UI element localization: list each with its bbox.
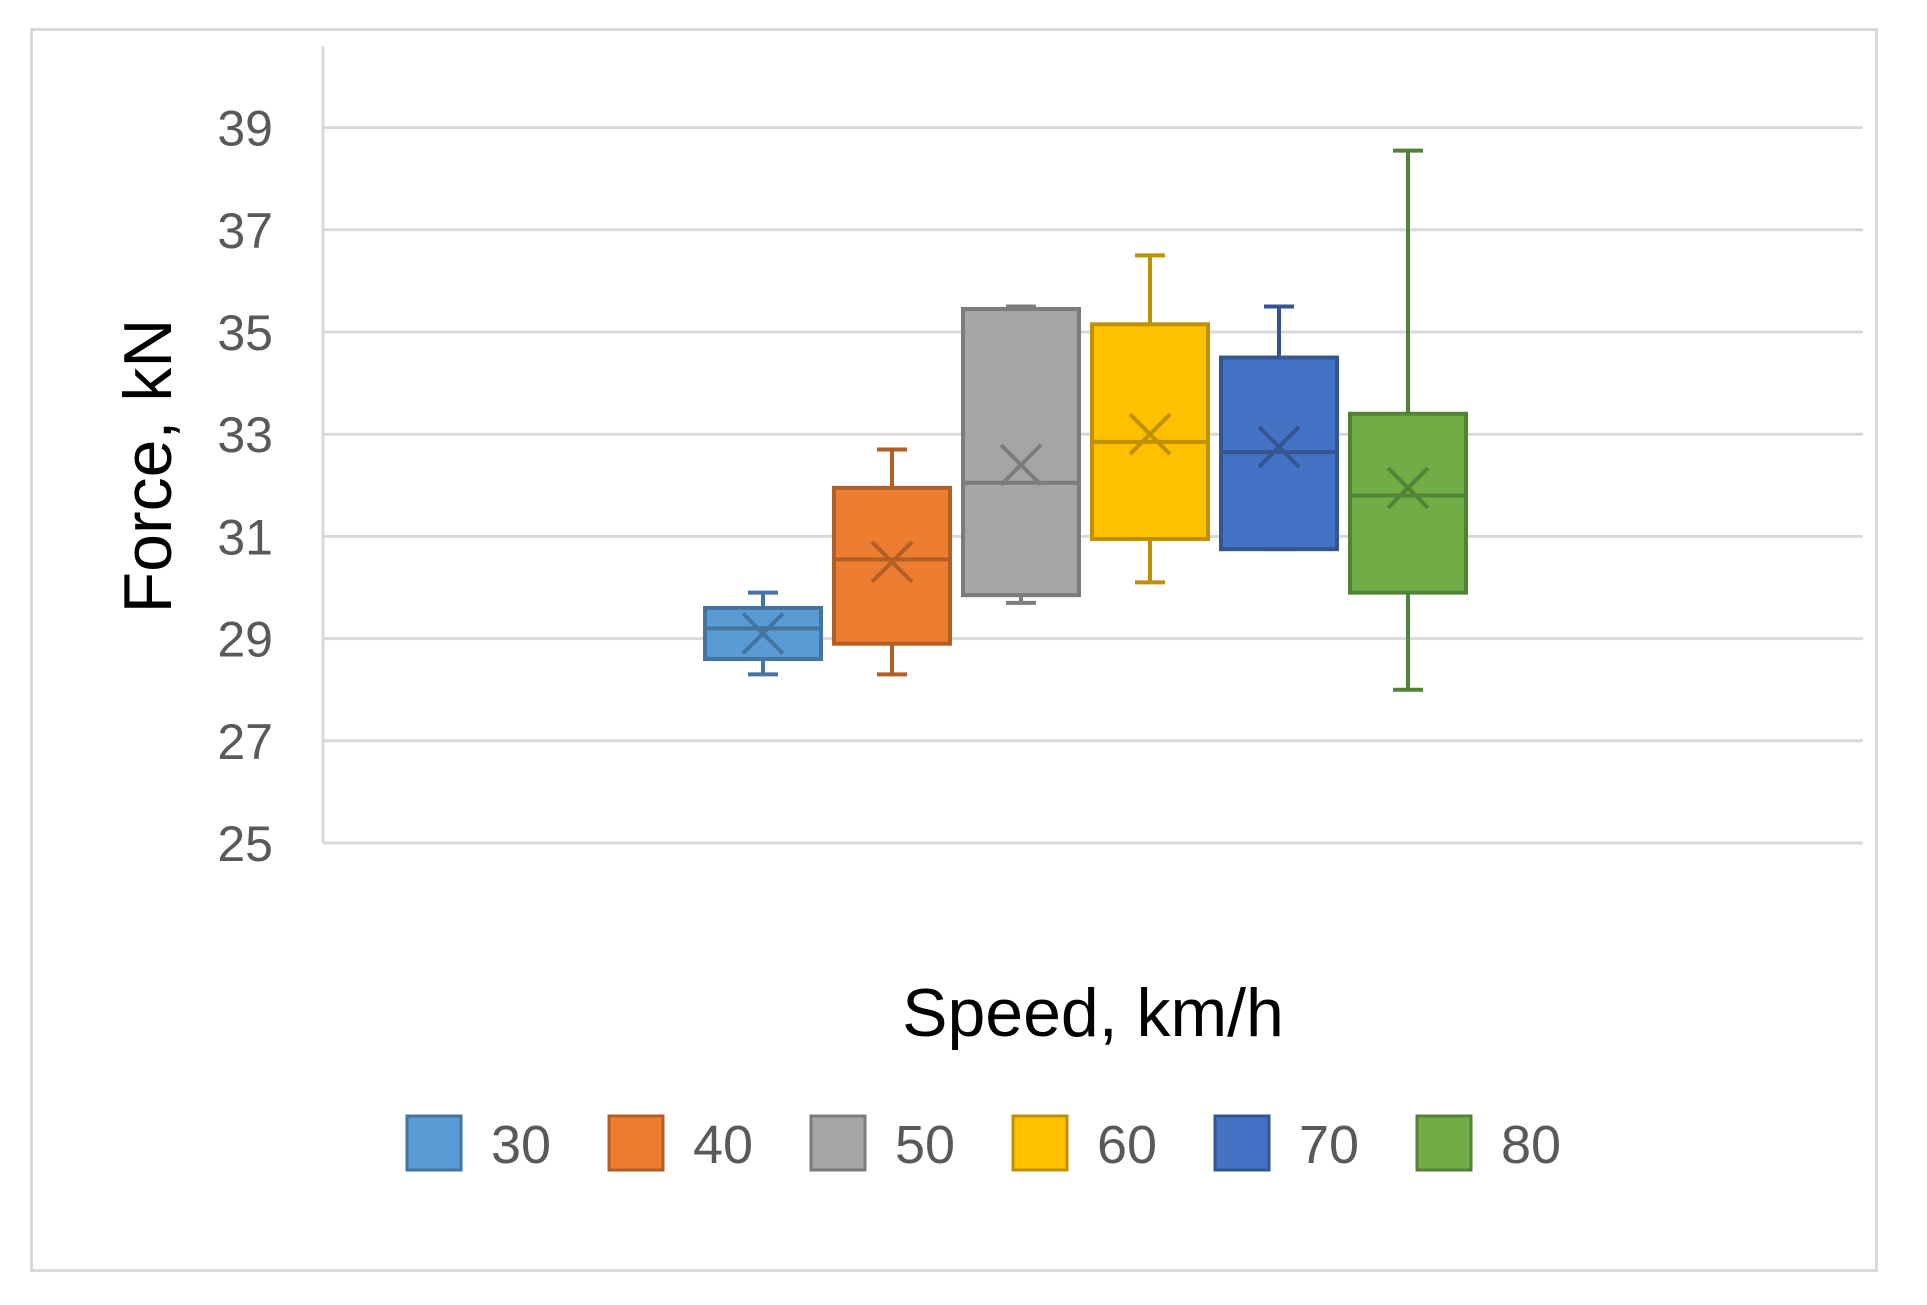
- y-tick-label-37: 37: [217, 203, 273, 259]
- y-tick-label-33: 33: [217, 407, 273, 463]
- legend-swatch-80: [1415, 1114, 1473, 1172]
- legend-label-80: 80: [1501, 1115, 1561, 1175]
- legend-item-70: 70: [1213, 1114, 1359, 1175]
- legend-item-30: 30: [405, 1114, 551, 1175]
- box-70: [1219, 304, 1339, 552]
- y-tick-label-35: 35: [217, 305, 273, 361]
- box-body-40: [832, 485, 952, 646]
- mean-marker-40: [870, 540, 914, 584]
- y-tick-label-29: 29: [217, 612, 273, 668]
- legend-label-70: 70: [1299, 1115, 1359, 1175]
- y-tick-label-39: 39: [217, 101, 273, 157]
- mean-marker-60: [1128, 412, 1172, 456]
- y-tick-label-27: 27: [217, 714, 273, 770]
- y-tick-label-25: 25: [217, 816, 273, 872]
- box-80: [1348, 148, 1468, 692]
- legend-item-40: 40: [607, 1114, 753, 1175]
- box-plot-chart: 25 27 29 31 33 35 37 39 Force, kN Speed, km/h 3…: [110, 46, 1863, 1175]
- legend-swatch-30: [405, 1114, 463, 1172]
- legend-swatch-60: [1011, 1114, 1069, 1172]
- legend-label-30: 30: [491, 1115, 551, 1175]
- y-tick-label-31: 31: [217, 509, 273, 565]
- y-tick-labels: 25 27 29 31 33 35 37 39: [217, 101, 273, 872]
- legend-swatch-40: [607, 1114, 665, 1172]
- mean-marker-50: [999, 443, 1043, 487]
- legend-label-60: 60: [1097, 1115, 1157, 1175]
- legend-item-50: 50: [809, 1114, 955, 1175]
- x-axis-title: Speed, km/h: [902, 975, 1284, 1051]
- legend-label-40: 40: [693, 1115, 753, 1175]
- legend-item-60: 60: [1011, 1114, 1157, 1175]
- box-30: [703, 590, 823, 677]
- box-body-80: [1348, 411, 1468, 595]
- box-60: [1090, 253, 1210, 585]
- y-axis-title: Force, kN: [110, 319, 186, 614]
- mean-marker-30: [741, 612, 785, 655]
- chart-frame: 25 27 29 31 33 35 37 39 Force, kN Speed, km/h 3…: [30, 28, 1878, 1272]
- box-50: [961, 304, 1081, 605]
- legend-item-80: 80: [1415, 1114, 1561, 1175]
- mean-marker-80: [1386, 466, 1430, 510]
- legend-swatch-50: [809, 1114, 867, 1172]
- legend-swatch-70: [1213, 1114, 1271, 1172]
- mean-marker-70: [1257, 425, 1301, 469]
- legend-label-50: 50: [895, 1115, 955, 1175]
- box-40: [832, 447, 952, 677]
- box-body-50: [961, 307, 1081, 598]
- legend: 30 40 50 60 70 80: [405, 1114, 1561, 1175]
- boxes: [703, 148, 1468, 692]
